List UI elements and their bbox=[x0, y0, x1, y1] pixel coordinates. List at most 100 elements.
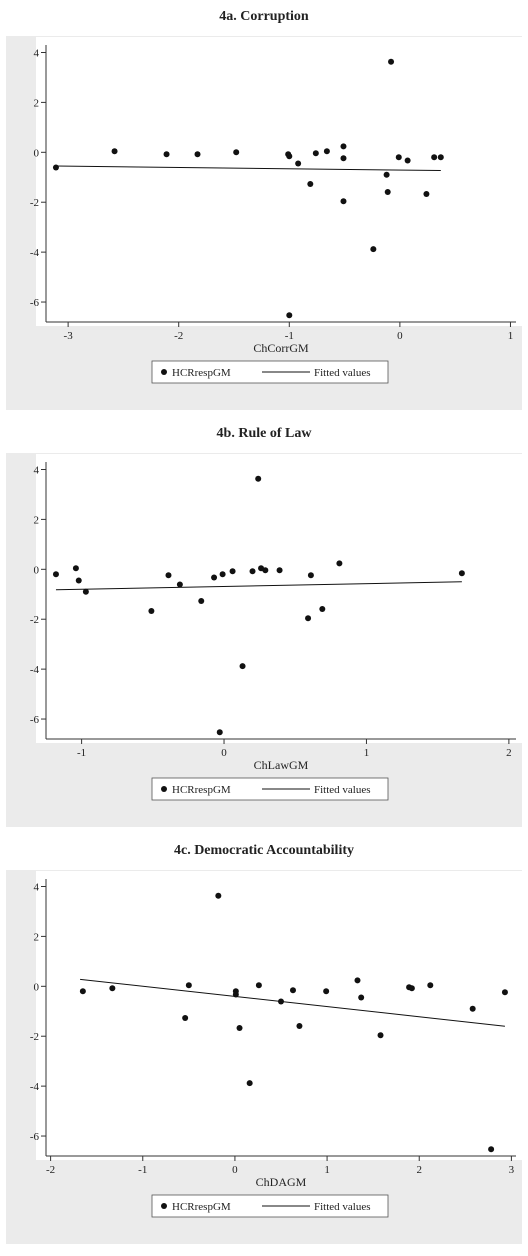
data-point bbox=[211, 574, 218, 581]
data-point bbox=[469, 1005, 476, 1012]
data-point bbox=[388, 58, 395, 65]
data-point bbox=[79, 988, 86, 995]
x-tick-label: -1 bbox=[285, 330, 294, 342]
data-point bbox=[72, 565, 79, 572]
data-point bbox=[215, 892, 222, 899]
data-point bbox=[286, 312, 293, 319]
legend-label: Fitted values bbox=[314, 784, 371, 796]
legend-marker bbox=[161, 369, 167, 375]
data-point bbox=[255, 982, 262, 989]
data-point bbox=[276, 567, 283, 574]
data-point bbox=[219, 571, 226, 578]
y-tick-label: -2 bbox=[30, 1031, 39, 1043]
x-axis-label: ChLawGM bbox=[254, 758, 309, 772]
data-point bbox=[289, 987, 296, 994]
data-point bbox=[182, 1014, 189, 1021]
data-point bbox=[340, 198, 347, 205]
plot-area bbox=[36, 871, 522, 1160]
data-point bbox=[395, 154, 402, 161]
y-tick-label: 4 bbox=[34, 464, 40, 476]
data-point bbox=[249, 568, 256, 575]
x-axis-label: ChCorrGM bbox=[253, 341, 309, 355]
data-point bbox=[370, 246, 377, 253]
panel-title: 4c. Democratic Accountability bbox=[174, 843, 354, 858]
data-point bbox=[404, 157, 411, 164]
y-tick-label: -4 bbox=[30, 247, 40, 259]
data-point bbox=[312, 150, 319, 157]
legend-marker bbox=[161, 786, 167, 792]
x-tick-label: -2 bbox=[46, 1164, 55, 1176]
y-tick-label: 4 bbox=[34, 881, 40, 893]
legend-label: Fitted values bbox=[314, 367, 371, 379]
data-point bbox=[111, 148, 118, 155]
y-tick-label: 0 bbox=[34, 981, 40, 993]
data-point bbox=[358, 994, 365, 1001]
x-tick-label: 0 bbox=[232, 1164, 238, 1176]
data-point bbox=[340, 143, 347, 150]
data-point bbox=[246, 1080, 253, 1087]
x-tick-label: 1 bbox=[364, 747, 370, 759]
data-point bbox=[255, 475, 262, 482]
data-point bbox=[427, 982, 434, 989]
data-point bbox=[233, 149, 240, 156]
data-point bbox=[82, 588, 89, 595]
data-point bbox=[75, 577, 82, 584]
y-tick-label: 0 bbox=[34, 564, 40, 576]
data-point bbox=[236, 1024, 243, 1031]
y-tick-label: -4 bbox=[30, 1081, 40, 1093]
data-point bbox=[336, 560, 343, 567]
data-point bbox=[176, 581, 183, 588]
x-tick-label: -3 bbox=[64, 330, 74, 342]
plot-area bbox=[36, 37, 522, 326]
y-tick-label: -6 bbox=[30, 1131, 40, 1143]
data-point bbox=[383, 171, 390, 178]
data-point bbox=[458, 570, 465, 577]
data-point bbox=[323, 988, 330, 995]
data-point bbox=[305, 615, 312, 622]
y-tick-label: 4 bbox=[34, 47, 40, 59]
data-point bbox=[163, 151, 170, 158]
data-point bbox=[431, 154, 438, 161]
plot-area bbox=[36, 454, 522, 743]
data-point bbox=[52, 571, 59, 578]
y-tick-label: -2 bbox=[30, 197, 39, 209]
x-axis-label: ChDAGM bbox=[256, 1175, 307, 1189]
data-point bbox=[194, 151, 201, 158]
fitted-line bbox=[55, 165, 441, 172]
x-tick-label: -1 bbox=[138, 1164, 147, 1176]
data-point bbox=[340, 155, 347, 162]
data-point bbox=[423, 190, 430, 197]
data-point bbox=[323, 148, 330, 155]
data-point bbox=[377, 1032, 384, 1039]
data-point bbox=[319, 605, 326, 612]
y-tick-label: 2 bbox=[34, 514, 40, 526]
y-tick-label: -6 bbox=[30, 297, 40, 309]
data-point bbox=[307, 572, 314, 579]
fitted-line bbox=[80, 978, 505, 1027]
x-tick-label: 0 bbox=[397, 330, 403, 342]
data-point bbox=[437, 154, 444, 161]
legend-label: HCRrespGM bbox=[172, 784, 231, 796]
data-point bbox=[198, 597, 205, 604]
data-point bbox=[501, 989, 508, 996]
legend-label: HCRrespGM bbox=[172, 1201, 231, 1213]
data-point bbox=[165, 572, 172, 579]
legend-marker bbox=[161, 1203, 167, 1209]
data-point bbox=[148, 607, 155, 614]
data-point bbox=[239, 663, 246, 670]
y-tick-label: -2 bbox=[30, 614, 39, 626]
data-point bbox=[408, 985, 415, 992]
panel-title: 4b. Rule of Law bbox=[217, 426, 313, 441]
data-point bbox=[109, 985, 116, 992]
legend-label: Fitted values bbox=[314, 1201, 371, 1213]
x-tick-label: 1 bbox=[324, 1164, 330, 1176]
data-point bbox=[229, 568, 236, 575]
data-point bbox=[286, 153, 293, 160]
x-tick-label: 0 bbox=[221, 747, 227, 759]
x-tick-label: 3 bbox=[509, 1164, 515, 1176]
data-point bbox=[52, 164, 59, 171]
x-tick-label: 1 bbox=[508, 330, 514, 342]
data-point bbox=[488, 1146, 495, 1153]
